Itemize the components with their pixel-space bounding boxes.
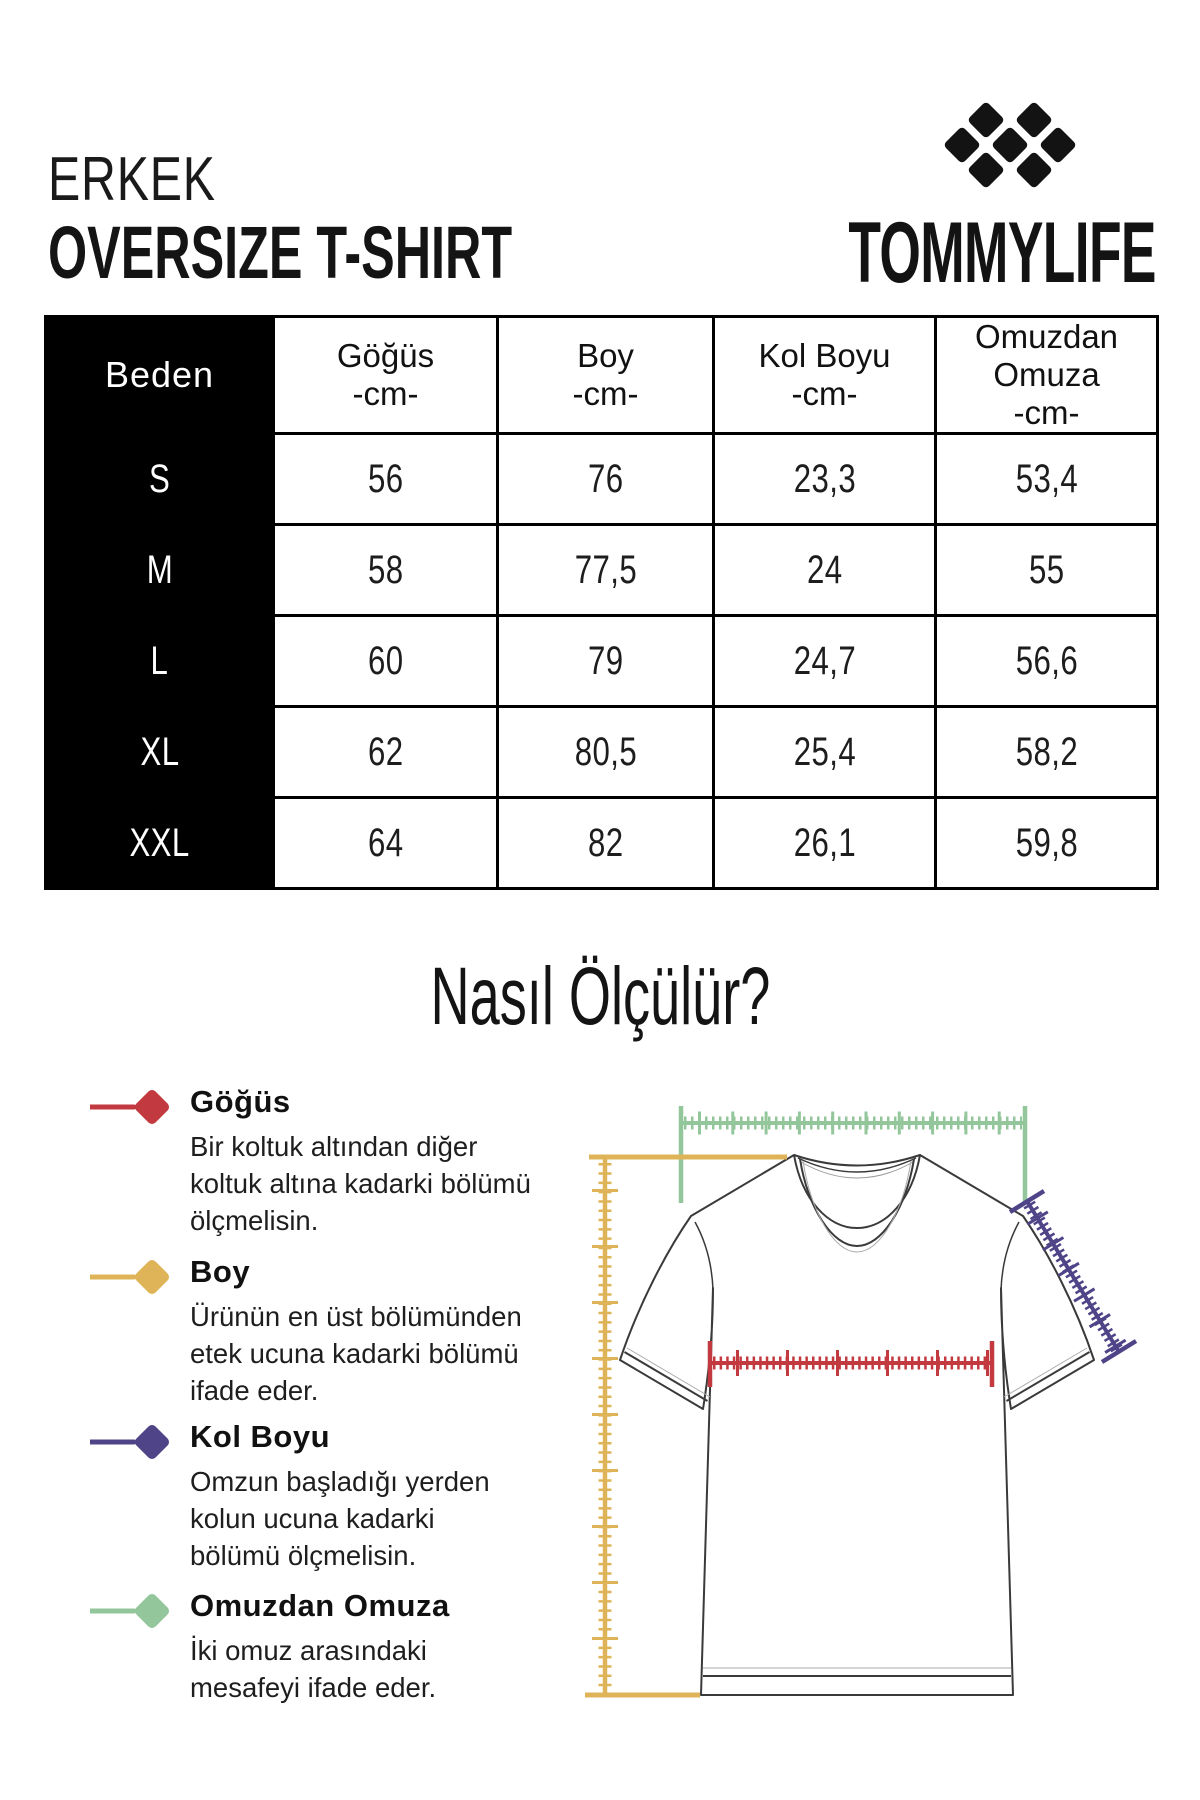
legend-gogus: Göğüs Bir koltuk altından diğer koltuk a… (90, 1084, 531, 1239)
value-cell: 24,7 (712, 614, 937, 708)
size-label: M (44, 523, 275, 617)
legend-label: Omuzdan Omuza (190, 1588, 450, 1623)
value-cell: 58,2 (934, 705, 1159, 799)
value-cell: 55 (934, 523, 1159, 617)
value-cell: 26,1 (712, 796, 937, 890)
size-label: XL (44, 705, 275, 799)
category-title: ERKEK (48, 145, 216, 214)
value-cell: 62 (272, 705, 499, 799)
col-header-omuzdan-omuza: Omuzdan Omuza -cm- (934, 315, 1159, 435)
length-ruler (585, 1154, 787, 1698)
value-cell: 58 (272, 523, 499, 617)
value-cell: 76 (496, 432, 715, 526)
value-cell: 53,4 (934, 432, 1159, 526)
legend-label: Kol Boyu (190, 1419, 331, 1454)
value-cell: 25,4 (712, 705, 937, 799)
col-header-boy: Boy -cm- (496, 315, 715, 435)
legend-omuzdan-omuza: Omuzdan Omuza İki omuz arasındaki mesafe… (90, 1589, 510, 1706)
size-label: S (44, 432, 275, 526)
value-cell: 64 (272, 796, 499, 890)
armhole-right (1000, 1221, 1020, 1291)
table-row: L 60 79 24,7 56,6 (44, 614, 1159, 708)
shoulder-ruler (678, 1106, 1028, 1203)
cuff-left-seam (626, 1347, 711, 1398)
value-cell: 77,5 (496, 523, 715, 617)
legend-description: İki omuz arasındaki mesafeyi ifade eder. (190, 1635, 437, 1703)
value-cell: 24 (712, 523, 937, 617)
size-label: L (44, 614, 275, 708)
shoulder-measure-icon (90, 1593, 170, 1629)
how-to-measure-title: Nasıl Ölçülür? (430, 951, 770, 1042)
table-row: M 58 77,5 24 55 (44, 523, 1159, 617)
collar-back-seam-2 (800, 1161, 914, 1179)
legend-label: Göğüs (190, 1084, 291, 1119)
table-row: S 56 76 23,3 53,4 (44, 432, 1159, 526)
tshirt-outline (619, 1154, 1095, 1696)
product-title: OVERSIZE T-SHIRT (48, 211, 513, 294)
size-label: XXL (44, 796, 275, 890)
value-cell: 60 (272, 614, 499, 708)
legend-description: Omzun başladığı yerden kolun ucuna kadar… (190, 1466, 490, 1571)
tommylife-logo-icon (944, 102, 1076, 188)
size-table: Beden Göğüs -cm- Boy -cm- Kol Boyu -cm- Omu… (44, 315, 1159, 890)
col-header-gogus: Göğüs -cm- (272, 315, 499, 435)
collar-band-bottom (799, 1158, 915, 1247)
chest-ruler (707, 1341, 995, 1387)
sleeve-ruler (1008, 1189, 1138, 1364)
armhole-left (694, 1221, 714, 1291)
legend-boy: Boy Ürünün en üst bölümünden etek ucuna … (90, 1254, 522, 1409)
col-header-kol-boyu: Kol Boyu -cm- (712, 315, 937, 435)
cuff-right (1005, 1351, 1091, 1402)
collar-band-top (793, 1154, 921, 1229)
legend-kol-boyu: Kol Boyu Omzun başladığı yerden kolun uc… (90, 1420, 510, 1574)
value-cell: 59,8 (934, 796, 1159, 890)
chest-measure-icon (90, 1089, 170, 1125)
collar-shadow (802, 1160, 912, 1253)
legend-label: Boy (190, 1254, 251, 1289)
brand-name: TOMMYLIFE (848, 205, 1157, 301)
sleeve-measure-icon (90, 1424, 170, 1460)
collar-back-seam (797, 1157, 917, 1173)
table-header-row: Beden Göğüs -cm- Boy -cm- Kol Boyu -cm- Omu… (44, 315, 1159, 435)
cuff-left (623, 1351, 709, 1402)
value-cell: 56 (272, 432, 499, 526)
value-cell: 82 (496, 796, 715, 890)
corner-header-beden: Beden (44, 315, 275, 435)
value-cell: 80,5 (496, 705, 715, 799)
legend-description: Bir koltuk altından diğer koltuk altına … (190, 1131, 531, 1236)
length-measure-icon (90, 1259, 170, 1295)
table-row: XXL 64 82 26,1 59,8 (44, 796, 1159, 890)
legend-description: Ürünün en üst bölümünden etek ucuna kada… (190, 1301, 522, 1406)
value-cell: 79 (496, 614, 715, 708)
table-row: XL 62 80,5 25,4 58,2 (44, 705, 1159, 799)
value-cell: 23,3 (712, 432, 937, 526)
value-cell: 56,6 (934, 614, 1159, 708)
cuff-right-seam (1003, 1347, 1088, 1398)
